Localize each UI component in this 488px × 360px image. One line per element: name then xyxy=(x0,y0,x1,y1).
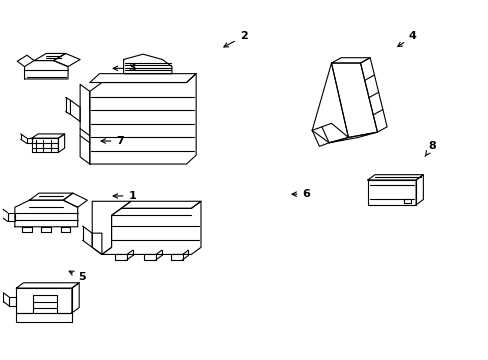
Text: 5: 5 xyxy=(69,271,85,283)
Text: 7: 7 xyxy=(101,136,124,146)
Text: 2: 2 xyxy=(224,31,247,47)
Text: 4: 4 xyxy=(397,31,416,46)
Text: 6: 6 xyxy=(291,189,310,199)
Text: 3: 3 xyxy=(113,63,136,73)
Text: 1: 1 xyxy=(113,191,136,201)
Text: 8: 8 xyxy=(424,141,435,156)
